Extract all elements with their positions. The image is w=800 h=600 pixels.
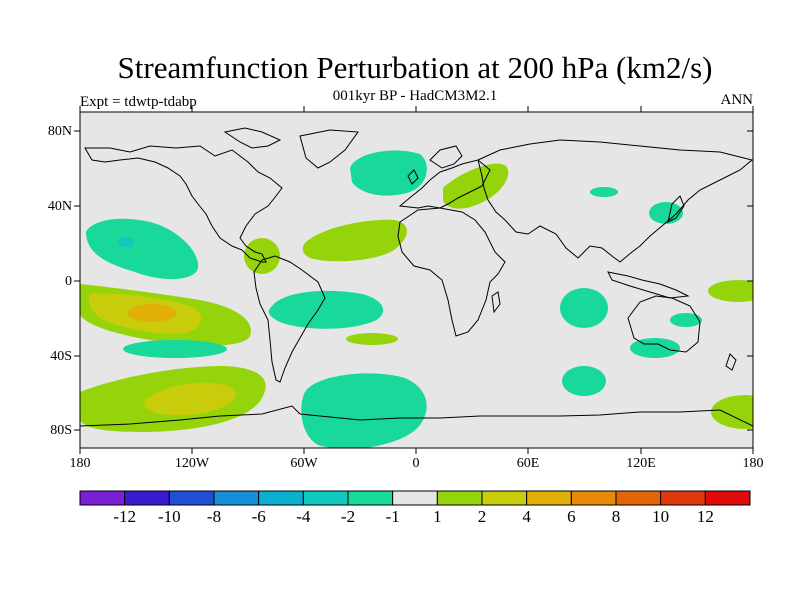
contour-south-atlantic xyxy=(268,290,384,329)
colorbar-swatch xyxy=(124,490,170,506)
contour-south-atlantic-small xyxy=(346,333,398,345)
lat-label-0: 0 xyxy=(65,274,72,289)
colorbar-swatch xyxy=(79,490,126,506)
colorbar-swatch xyxy=(213,490,260,506)
contour-australia-east xyxy=(670,313,702,327)
coastline-africa xyxy=(397,207,506,337)
colorbar-swatch xyxy=(168,490,215,506)
colorbar-label: 4 xyxy=(522,507,531,526)
colorbar-swatch xyxy=(436,490,483,506)
contour-southern-ocean-dateline xyxy=(711,395,753,429)
lat-label-40n: 40N xyxy=(47,199,72,214)
colorbar-swatch xyxy=(481,490,528,506)
colorbar-swatch xyxy=(392,490,438,506)
colorbar-label: 1 xyxy=(433,507,442,526)
coastline-asia xyxy=(477,139,753,263)
lat-label-40s: 40S xyxy=(50,349,72,364)
lon-label-120w: 120W xyxy=(174,456,210,471)
colorbar-swatch xyxy=(615,490,662,506)
coastline-indonesia xyxy=(607,271,690,299)
colorbar-swatch xyxy=(570,490,617,506)
colorbar-label: 12 xyxy=(696,507,714,526)
lat-label-80n: 80N xyxy=(47,124,72,139)
colorbar-label: -4 xyxy=(296,507,311,526)
colorbar-label: -2 xyxy=(340,507,356,526)
colorbar-label: -10 xyxy=(157,507,181,526)
lon-label-180w: 180 xyxy=(69,456,91,471)
colorbar-label: -1 xyxy=(385,507,400,526)
coastline-japan xyxy=(667,195,685,223)
coastline-arctic-islands xyxy=(223,127,282,149)
coastline-europe xyxy=(398,159,491,209)
colorbar-swatch xyxy=(526,490,572,506)
contour-southern-ocean-pacific-inner xyxy=(144,382,236,416)
coastline-north-america xyxy=(84,145,283,263)
colorbar-label: 8 xyxy=(611,507,621,526)
season-label: ANN xyxy=(720,92,754,108)
plot-title: Streamfunction Perturbation at 200 hPa (… xyxy=(117,50,713,85)
coastline-new-zealand xyxy=(725,353,737,371)
colorbar-label: -6 xyxy=(251,507,266,526)
contour-caribbean xyxy=(244,238,280,274)
coastline-scandinavia xyxy=(429,145,463,169)
colorbar-label: 6 xyxy=(567,507,576,526)
colorbar-swatch xyxy=(258,490,304,506)
axis-ticks xyxy=(74,106,754,454)
lon-label-180e: 180 xyxy=(742,456,764,471)
contour-south-pacific-core xyxy=(128,304,176,322)
contour-north-pacific xyxy=(86,218,199,280)
colorbar-label: 10 xyxy=(652,507,670,526)
colorbar-swatch xyxy=(660,490,706,506)
colorbar xyxy=(79,490,751,506)
contour-australia-south xyxy=(630,338,680,358)
colorbar-swatch xyxy=(704,490,751,506)
period-model-label: 001kyr BP - HadCM3M2.1 xyxy=(332,88,498,104)
lat-label-80s: 80S xyxy=(50,423,72,438)
contour-north-atlantic xyxy=(350,150,427,196)
coastlines xyxy=(80,127,753,427)
colorbar-label: -8 xyxy=(206,507,222,526)
coastline-british-isles xyxy=(407,169,419,185)
colorbar-label: 2 xyxy=(477,507,487,526)
contour-tropical-atlantic xyxy=(302,219,407,262)
contour-south-indian xyxy=(562,366,606,396)
experiment-label: Expt = tdwtp-tdabp xyxy=(80,94,197,110)
contour-southern-ocean-atlantic xyxy=(301,373,427,448)
coastline-madagascar xyxy=(491,291,501,314)
coastline-australia xyxy=(627,295,701,353)
coastline-greenland xyxy=(299,129,359,169)
contour-sw-pacific xyxy=(708,280,753,302)
contour-fills xyxy=(80,150,753,448)
contour-japan xyxy=(649,202,683,224)
contour-south-pacific-band xyxy=(123,340,227,358)
colorbar-swatch xyxy=(347,490,394,506)
contour-north-pacific-core xyxy=(118,237,134,247)
coastline-south-america xyxy=(253,255,326,383)
colorbar-swatch xyxy=(302,490,349,506)
colorbar-label: -12 xyxy=(113,507,136,526)
lon-label-60w: 60W xyxy=(290,456,318,471)
lon-label-0: 0 xyxy=(412,456,420,471)
contour-indian-ocean xyxy=(560,288,608,328)
contour-central-asia xyxy=(590,187,618,197)
lon-label-60e: 60E xyxy=(516,456,540,471)
coastline-antarctica xyxy=(80,405,753,427)
lon-label-120e: 120E xyxy=(626,456,656,471)
